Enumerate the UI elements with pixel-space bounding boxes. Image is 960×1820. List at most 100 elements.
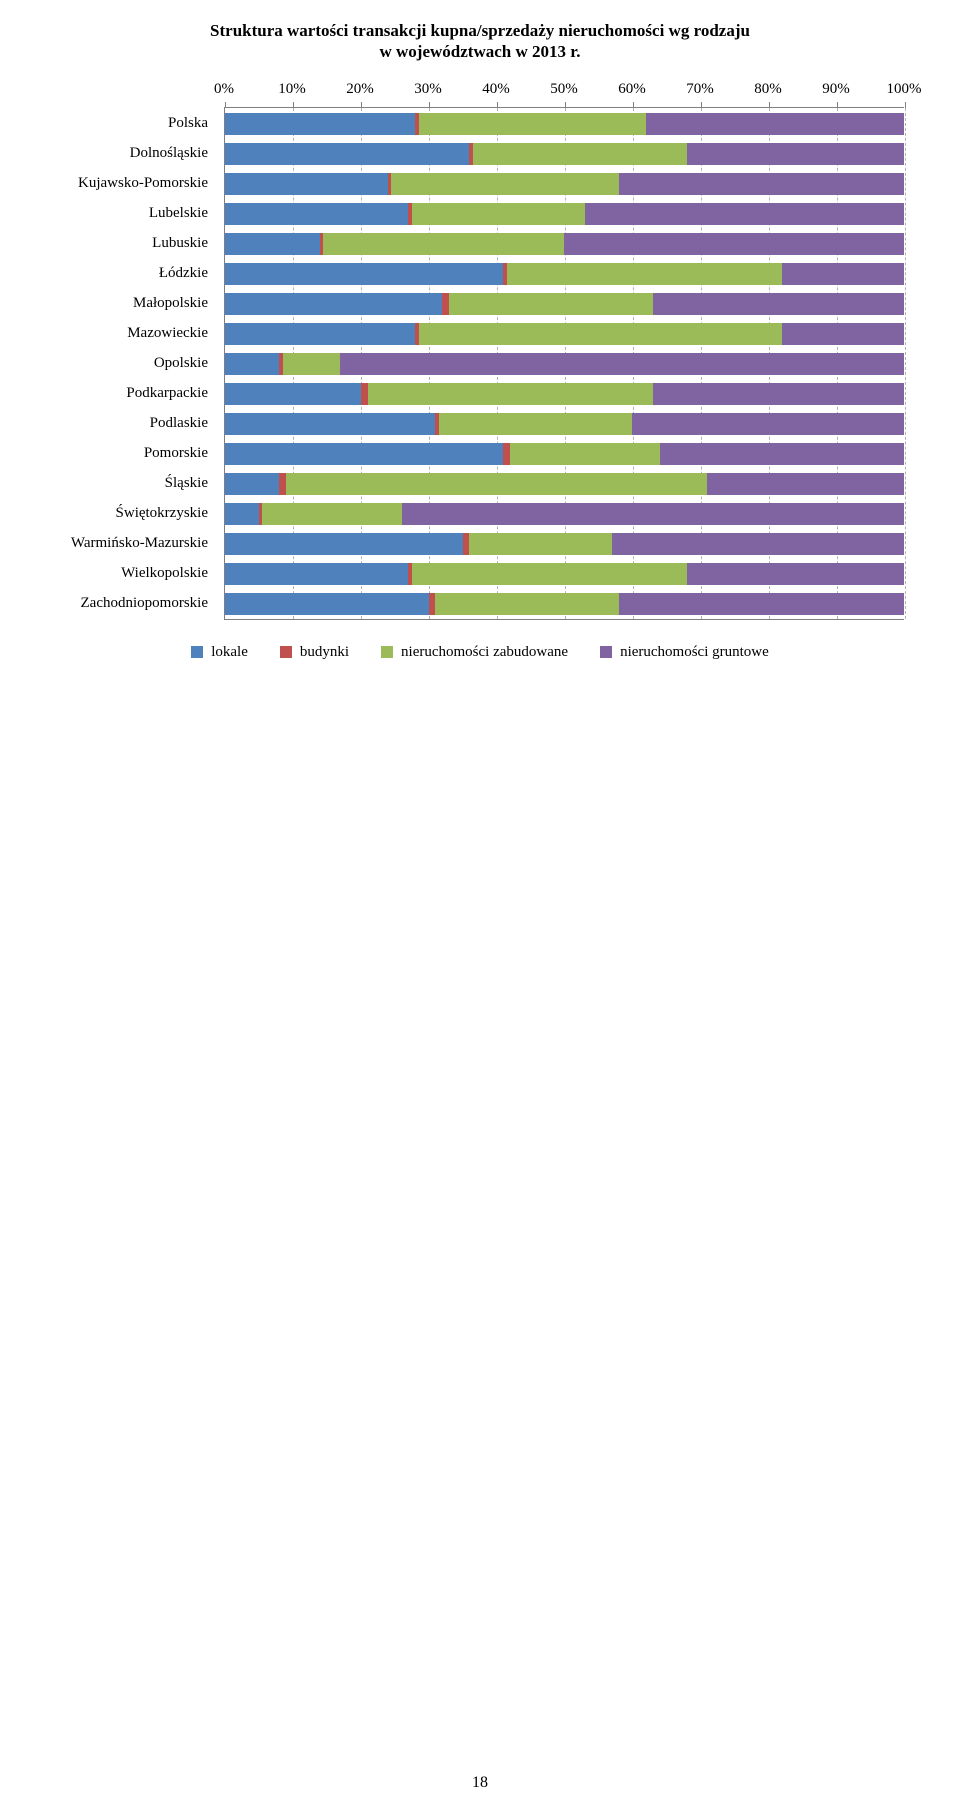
- x-tick-label: 70%: [686, 81, 714, 98]
- bar-segment-zabud: [323, 233, 564, 254]
- bar-stack: [225, 593, 904, 614]
- x-tick-label: 100%: [887, 81, 922, 98]
- category-label: Zachodniopomorskie: [81, 590, 216, 617]
- bar-segment-budynki: [361, 383, 368, 404]
- bar-segment-zabud: [439, 413, 633, 434]
- bar-row: [225, 381, 904, 408]
- category-label: Warmińsko-Mazurskie: [71, 530, 216, 557]
- category-label: Podkarpackie: [126, 380, 216, 407]
- bar-track: [225, 111, 904, 138]
- bar-segment-budynki: [279, 473, 286, 494]
- bar-stack: [225, 533, 904, 554]
- x-tick-mark: [905, 102, 906, 108]
- plot-row: PolskaDolnośląskieKujawsko-PomorskieLube…: [50, 107, 920, 620]
- y-labels-col: PolskaDolnośląskieKujawsko-PomorskieLube…: [50, 107, 224, 620]
- legend-label: budynki: [300, 644, 349, 661]
- bar-segment-zabud: [435, 593, 618, 614]
- bar-segment-grunt: [782, 263, 904, 284]
- legend: lokale budynki nieruchomości zabudowane nie…: [40, 644, 920, 661]
- bar-stack: [225, 143, 904, 164]
- category-label: Podlaskie: [150, 410, 216, 437]
- x-tick-label: 0%: [214, 81, 234, 98]
- bar-segment-grunt: [619, 173, 904, 194]
- bar-row: [225, 111, 904, 138]
- bar-stack: [225, 233, 904, 254]
- bar-segment-zabud: [283, 353, 341, 374]
- bar-segment-lokale: [225, 293, 442, 314]
- bar-stack: [225, 113, 904, 134]
- chart: 0%10%20%30%40%50%60%70%80%90%100% Polska…: [50, 81, 920, 620]
- bar-segment-budynki: [442, 293, 449, 314]
- bar-segment-zabud: [507, 263, 782, 284]
- bar-segment-lokale: [225, 323, 415, 344]
- bar-stack: [225, 383, 904, 404]
- plot-area: [224, 107, 904, 620]
- bar-segment-grunt: [619, 593, 904, 614]
- category-label: Polska: [168, 110, 216, 137]
- bar-segment-lokale: [225, 533, 463, 554]
- bar-segment-lokale: [225, 233, 320, 254]
- bar-stack: [225, 203, 904, 224]
- bar-track: [225, 471, 904, 498]
- bar-track: [225, 231, 904, 258]
- bar-track: [225, 531, 904, 558]
- bar-row: [225, 441, 904, 468]
- bar-segment-zabud: [510, 443, 659, 464]
- legend-item: nieruchomości gruntowe: [600, 644, 769, 661]
- page: Struktura wartości transakcji kupna/sprz…: [0, 0, 960, 1820]
- bar-segment-grunt: [402, 503, 904, 524]
- bar-track: [225, 171, 904, 198]
- bar-stack: [225, 443, 904, 464]
- bar-stack: [225, 503, 904, 524]
- category-label: Mazowieckie: [127, 320, 216, 347]
- bar-segment-budynki: [463, 533, 470, 554]
- bar-segment-grunt: [612, 533, 904, 554]
- bar-segment-budynki: [503, 443, 510, 464]
- bar-track: [225, 441, 904, 468]
- bar-stack: [225, 263, 904, 284]
- bar-segment-grunt: [632, 413, 904, 434]
- bar-stack: [225, 563, 904, 584]
- bar-row: [225, 261, 904, 288]
- bar-segment-lokale: [225, 173, 388, 194]
- legend-swatch: [191, 646, 203, 658]
- bar-row: [225, 231, 904, 258]
- legend-item: lokale: [191, 644, 248, 661]
- legend-swatch: [600, 646, 612, 658]
- x-tick-label: 20%: [346, 81, 374, 98]
- bar-stack: [225, 473, 904, 494]
- legend-item: nieruchomości zabudowane: [381, 644, 568, 661]
- bar-segment-lokale: [225, 563, 408, 584]
- bar-segment-zabud: [419, 113, 646, 134]
- bar-row: [225, 471, 904, 498]
- legend-swatch: [280, 646, 292, 658]
- bar-segment-zabud: [469, 533, 612, 554]
- bar-segment-zabud: [368, 383, 653, 404]
- bar-segment-lokale: [225, 473, 279, 494]
- bar-track: [225, 291, 904, 318]
- chart-title-line2: w województwach w 2013 r.: [380, 42, 581, 61]
- bar-row: [225, 411, 904, 438]
- bar-segment-lokale: [225, 203, 408, 224]
- bar-row: [225, 591, 904, 618]
- bar-track: [225, 261, 904, 288]
- bars-container: [225, 108, 904, 618]
- category-label: Dolnośląskie: [130, 140, 216, 167]
- bar-segment-zabud: [262, 503, 401, 524]
- bar-row: [225, 291, 904, 318]
- bar-segment-zabud: [419, 323, 782, 344]
- bar-segment-grunt: [660, 443, 904, 464]
- category-label: Świętokrzyskie: [116, 500, 216, 527]
- chart-title-line1: Struktura wartości transakcji kupna/sprz…: [210, 21, 750, 40]
- bar-segment-lokale: [225, 263, 503, 284]
- legend-label: nieruchomości gruntowe: [620, 644, 769, 661]
- bar-segment-grunt: [585, 203, 904, 224]
- legend-item: budynki: [280, 644, 349, 661]
- bar-segment-lokale: [225, 593, 429, 614]
- bar-track: [225, 321, 904, 348]
- category-label: Kujawsko-Pomorskie: [78, 170, 216, 197]
- bar-segment-grunt: [646, 113, 904, 134]
- category-label: Łódzkie: [159, 260, 216, 287]
- bar-row: [225, 531, 904, 558]
- bar-segment-zabud: [286, 473, 707, 494]
